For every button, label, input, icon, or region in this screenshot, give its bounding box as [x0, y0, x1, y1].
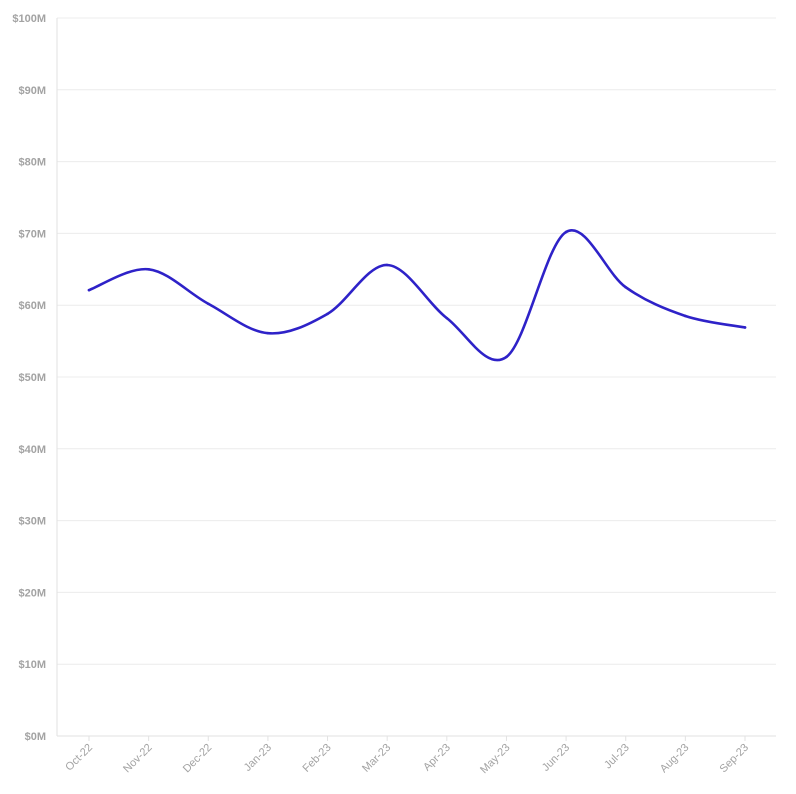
- data-point: [684, 314, 687, 318]
- y-tick-label: $70M: [18, 228, 46, 240]
- x-tick-label: Jul-23: [602, 742, 632, 772]
- data-point: [743, 326, 747, 329]
- grid-lines: [57, 17, 776, 665]
- x-tick-label: Dec-22: [181, 742, 215, 776]
- x-tick-label: Sep-23: [718, 742, 752, 776]
- x-tick-label: Aug-23: [658, 742, 692, 776]
- data-point: [147, 268, 150, 271]
- y-tick-label: $20M: [18, 587, 46, 599]
- y-tick-label: $60M: [18, 300, 46, 312]
- data-point: [206, 302, 210, 306]
- series-line: [87, 229, 747, 362]
- data-point: [87, 288, 91, 292]
- y-tick-label: $100M: [12, 13, 46, 25]
- data-point: [564, 230, 568, 234]
- y-tick-label: $50M: [18, 372, 46, 384]
- data-point: [385, 263, 389, 267]
- data-point: [624, 285, 628, 289]
- y-tick-label: $10M: [18, 659, 46, 671]
- x-tick-label: Jan-23: [242, 742, 274, 774]
- x-axis: Oct-22 Nov-22 Dec-22 Jan-23 Feb-23 Mar-23 Apr-…: [57, 735, 776, 776]
- data-point: [326, 312, 329, 316]
- y-tick-label: $0M: [25, 731, 46, 743]
- y-axis: $0M $10M $20M $30M $40M $50M $60M $70M $80M $90M $…: [12, 13, 58, 743]
- x-tick-label: Oct-22: [63, 742, 95, 774]
- x-tick-label: Feb-23: [301, 742, 334, 775]
- x-tick-label: Mar-23: [360, 742, 393, 775]
- series-layer: [87, 229, 747, 362]
- y-tick-label: $90M: [18, 85, 46, 97]
- y-tick-label: $80M: [18, 157, 46, 169]
- x-tick-label: Nov-22: [121, 742, 155, 776]
- x-tick-label: Apr-23: [421, 742, 453, 774]
- y-tick-label: $40M: [18, 444, 46, 456]
- data-point: [266, 331, 270, 335]
- x-tick-label: May-23: [478, 742, 512, 776]
- data-point: [445, 316, 449, 320]
- y-tick-label: $30M: [18, 516, 46, 528]
- x-tick-label: Jun-23: [540, 742, 572, 774]
- data-point: [505, 355, 508, 359]
